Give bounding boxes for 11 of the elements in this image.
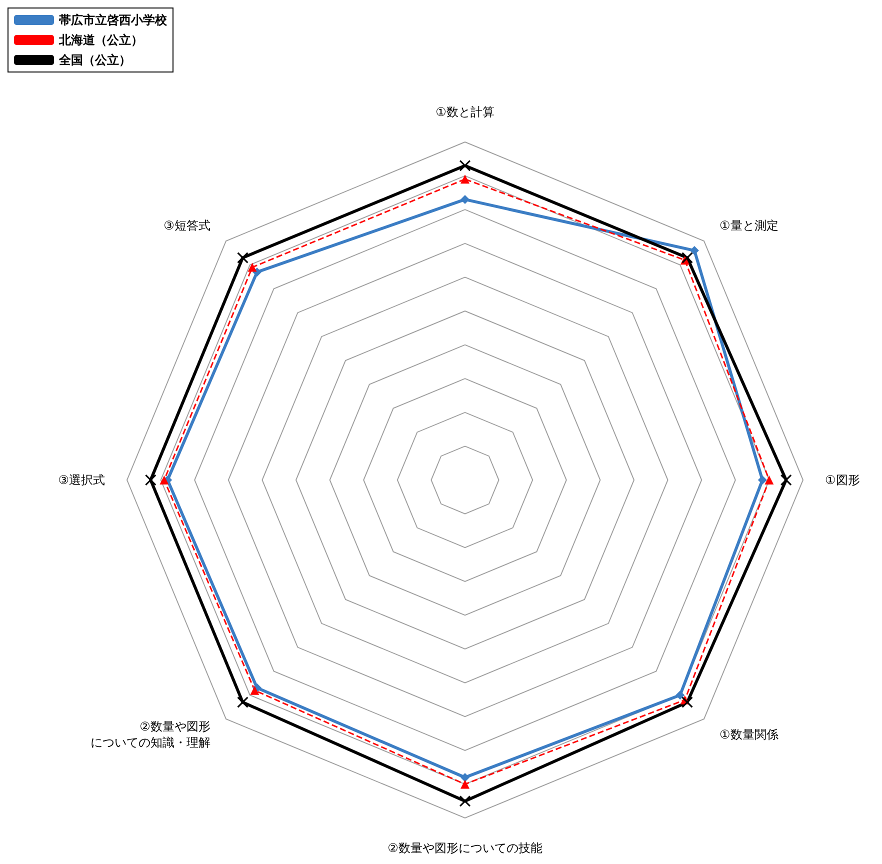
spoke-label: ①数と計算 — [436, 105, 494, 119]
legend-label: 帯広市立啓西小学校 — [59, 13, 168, 27]
spoke-label: ②数量や図形についての技能 — [388, 841, 542, 855]
spoke-label: ②数量や図形についての知識・理解 — [90, 720, 210, 750]
legend-label: 全国（公立） — [58, 53, 131, 67]
spoke-label: ①量と測定 — [720, 218, 778, 232]
spoke-label: ③短答式 — [164, 218, 210, 232]
spoke-label: ①数量関係 — [720, 728, 778, 742]
spoke-label: ①図形 — [825, 473, 860, 487]
legend-label: 北海道（公立） — [58, 33, 143, 47]
spoke-label: ③選択式 — [58, 473, 105, 487]
